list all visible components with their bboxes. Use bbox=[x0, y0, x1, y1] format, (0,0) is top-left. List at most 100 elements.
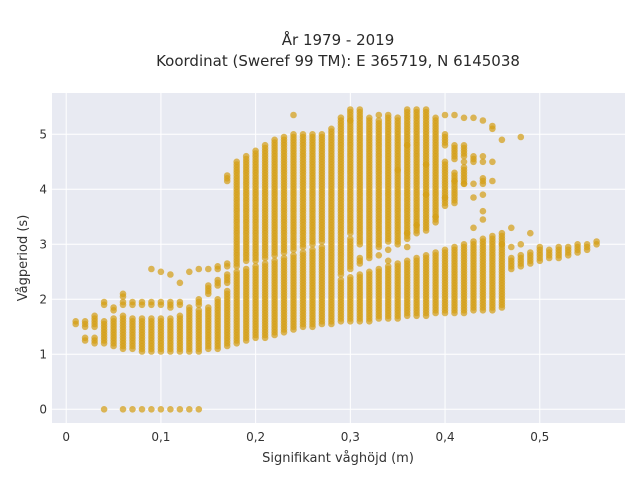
data-point bbox=[299, 131, 307, 138]
data-point bbox=[451, 177, 458, 185]
data-point bbox=[356, 106, 364, 113]
data-point bbox=[479, 216, 487, 223]
data-point bbox=[470, 114, 477, 122]
data-point bbox=[309, 246, 316, 254]
data-point bbox=[195, 265, 203, 273]
data-point bbox=[403, 106, 411, 113]
data-point bbox=[337, 114, 345, 121]
data-point bbox=[422, 106, 430, 113]
data-point bbox=[432, 114, 439, 122]
data-point bbox=[119, 290, 127, 298]
data-point bbox=[280, 254, 288, 262]
data-point bbox=[138, 406, 146, 413]
data-point bbox=[489, 158, 496, 166]
y-tick-label: 0 bbox=[39, 402, 47, 416]
data-point bbox=[110, 315, 117, 322]
data-point bbox=[157, 298, 165, 306]
x-tick-label: 0,5 bbox=[530, 430, 549, 444]
x-axis-label: Signifikant våghöjd (m) bbox=[262, 451, 414, 466]
data-point bbox=[347, 117, 354, 124]
data-point bbox=[271, 257, 278, 265]
data-point bbox=[186, 268, 193, 276]
data-point bbox=[527, 249, 534, 256]
data-point bbox=[280, 133, 288, 141]
y-tick-labels: 0 1 2 3 4 5 bbox=[39, 127, 47, 416]
data-point bbox=[498, 229, 506, 237]
data-point bbox=[252, 263, 259, 270]
data-point bbox=[432, 249, 439, 256]
data-point bbox=[498, 136, 506, 144]
y-tick-label: 2 bbox=[39, 292, 47, 306]
data-point bbox=[233, 158, 240, 166]
data-point bbox=[441, 111, 449, 119]
data-point bbox=[460, 164, 468, 171]
data-point bbox=[422, 191, 430, 198]
data-point bbox=[593, 238, 600, 245]
data-point bbox=[432, 213, 439, 221]
data-point bbox=[356, 254, 364, 262]
data-point bbox=[545, 246, 553, 254]
data-point bbox=[205, 282, 212, 289]
data-point bbox=[223, 172, 231, 179]
data-point bbox=[195, 406, 203, 413]
data-point bbox=[186, 406, 193, 413]
data-point bbox=[375, 117, 383, 124]
data-point bbox=[176, 279, 184, 287]
x-tick-label: 0,1 bbox=[151, 430, 170, 444]
data-point bbox=[451, 142, 458, 149]
data-point bbox=[384, 257, 392, 265]
y-tick-label: 5 bbox=[39, 127, 47, 141]
data-point bbox=[148, 298, 155, 306]
data-point bbox=[157, 268, 165, 276]
y-tick-label: 4 bbox=[39, 182, 47, 196]
data-point bbox=[176, 298, 184, 306]
data-point bbox=[479, 158, 487, 166]
data-point bbox=[441, 194, 449, 201]
data-point bbox=[157, 315, 165, 322]
data-point bbox=[242, 265, 250, 273]
data-point bbox=[205, 304, 212, 311]
data-point bbox=[470, 180, 477, 188]
data-point bbox=[422, 161, 430, 168]
data-point bbox=[186, 304, 193, 311]
data-point bbox=[479, 207, 487, 215]
data-point bbox=[536, 243, 544, 251]
data-point bbox=[119, 406, 127, 413]
data-point bbox=[403, 257, 411, 265]
data-point bbox=[91, 312, 98, 320]
data-point bbox=[479, 191, 487, 198]
data-point bbox=[375, 265, 383, 273]
data-point bbox=[498, 241, 506, 248]
data-point bbox=[195, 307, 203, 314]
data-point bbox=[489, 232, 496, 240]
data-point bbox=[508, 224, 515, 232]
data-points bbox=[72, 106, 600, 413]
data-point bbox=[195, 296, 203, 303]
data-point bbox=[451, 111, 458, 119]
data-point bbox=[290, 252, 297, 259]
data-point bbox=[148, 315, 155, 322]
data-point bbox=[157, 406, 165, 413]
chart-subtitle: Koordinat (Sweref 99 TM): E 365719, N 61… bbox=[156, 52, 520, 70]
data-point bbox=[223, 260, 231, 267]
data-point bbox=[148, 406, 155, 413]
data-point bbox=[403, 243, 411, 251]
data-point bbox=[356, 271, 364, 278]
data-point bbox=[470, 224, 477, 232]
data-point bbox=[479, 117, 487, 124]
data-point bbox=[299, 249, 307, 256]
data-point bbox=[100, 406, 108, 413]
data-point bbox=[470, 238, 477, 245]
data-point bbox=[309, 131, 316, 138]
data-point bbox=[261, 260, 269, 267]
data-point bbox=[470, 153, 477, 160]
data-point bbox=[72, 318, 79, 325]
data-point bbox=[366, 254, 373, 262]
data-point bbox=[271, 136, 278, 144]
data-point bbox=[129, 315, 136, 322]
data-point bbox=[384, 263, 392, 270]
data-point bbox=[413, 254, 420, 262]
data-point bbox=[470, 194, 477, 201]
data-point bbox=[460, 180, 468, 188]
